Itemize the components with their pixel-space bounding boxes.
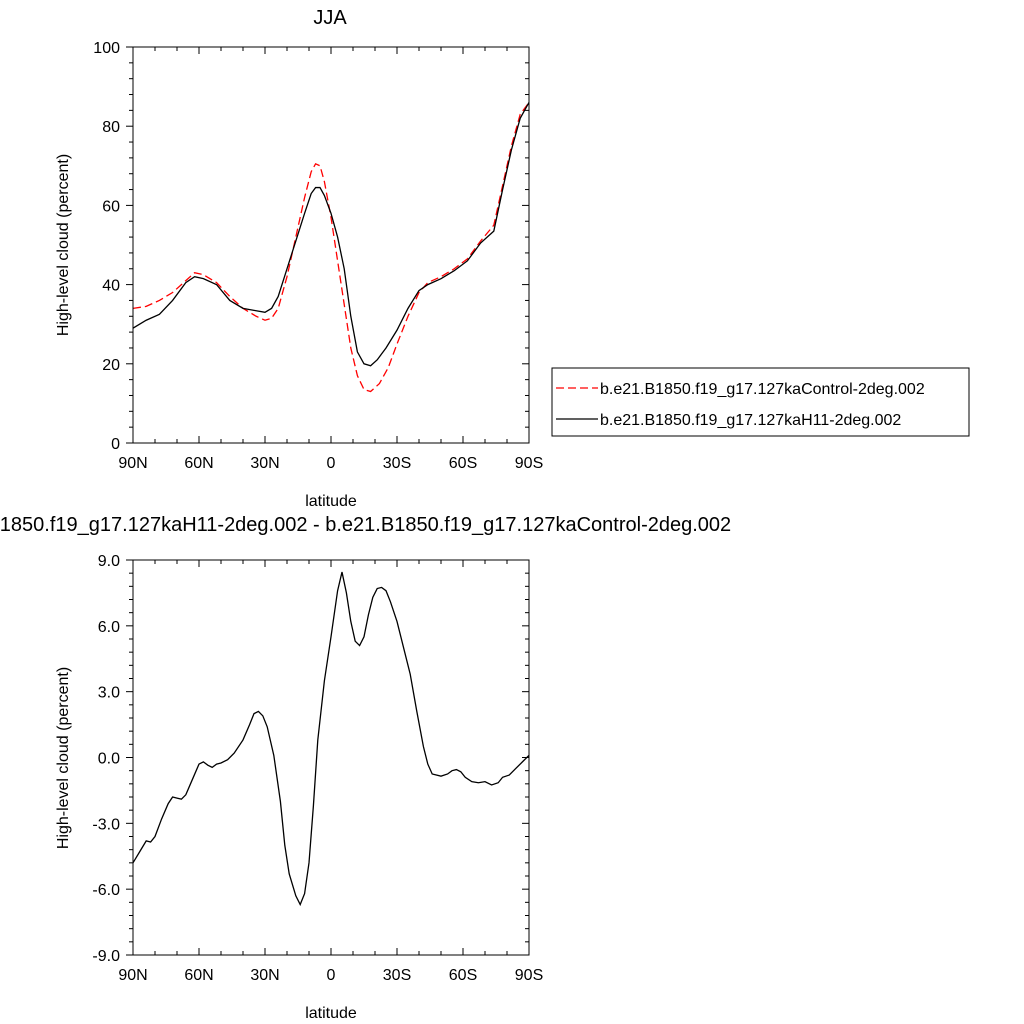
legend-label-h11: b.e21.B1850.f19_g17.127kaH11-2deg.002 — [600, 412, 901, 429]
legend: b.e21.B1850.f19_g17.127kaControl-2deg.00… — [551, 367, 970, 437]
bottom-x-tick-label: 90S — [515, 967, 543, 984]
top-y-tick-label: 80 — [102, 119, 120, 136]
top-chart-xlabel: latitude — [305, 493, 357, 510]
bottom-plot-frame — [132, 559, 530, 956]
bottom-y-tick-label: 0.0 — [98, 751, 120, 768]
bottom-chart-ylabel: High-level cloud (percent) — [55, 667, 72, 849]
bottom-y-tick-label: 6.0 — [98, 619, 120, 636]
top-x-tick-label: 60N — [184, 455, 213, 472]
top-x-tick-label: 90N — [118, 455, 147, 472]
bottom-y-tick-label: -9.0 — [92, 948, 120, 965]
top-y-tick-label: 40 — [102, 278, 120, 295]
top-y-tick-label: 100 — [93, 40, 120, 57]
bottom-y-tick-label: 3.0 — [98, 685, 120, 702]
top-x-tick-label: 90S — [515, 455, 543, 472]
bottom-y-tick-label: -3.0 — [92, 816, 120, 833]
bottom-x-tick-label: 90N — [118, 967, 147, 984]
legend-box — [551, 367, 970, 437]
top-series-control-line — [133, 102, 529, 393]
top-y-tick-label: 0 — [111, 436, 120, 453]
top-y-tick-label: 20 — [102, 357, 120, 374]
top-series-h11-line — [133, 102, 529, 367]
legend-label-control: b.e21.B1850.f19_g17.127kaControl-2deg.00… — [600, 381, 925, 398]
top-x-tick-label: 0 — [327, 455, 336, 472]
top-chart: JJA High-level cloud (percent) latitude … — [55, 7, 970, 510]
bottom-y-tick-label: -6.0 — [92, 882, 120, 899]
bottom-x-tick-label: 60S — [449, 967, 477, 984]
top-chart-title: JJA — [313, 7, 347, 29]
bottom-plot-area: 90N 60N 30N 0 30S 60S 90S -9.0 -6.0 -3.0 0.0 3.0 6.0… — [92, 553, 543, 984]
top-y-tick-label: 60 — [102, 198, 120, 215]
bottom-x-tick-label: 30N — [250, 967, 279, 984]
bottom-x-tick-label: 60N — [184, 967, 213, 984]
top-plot-area: 90N 60N 30N 0 30S 60S 90S 0 20 40 60 80 100 — [93, 40, 543, 472]
bottom-y-tick-label: 9.0 — [98, 553, 120, 570]
top-x-tick-label: 60S — [449, 455, 477, 472]
bottom-series-difference-line — [133, 571, 529, 907]
top-x-tick-label: 30N — [250, 455, 279, 472]
bottom-x-tick-label: 30S — [383, 967, 411, 984]
bottom-chart-title: b.e21.B1850.f19_g17.127kaH11-2deg.002 - … — [0, 514, 731, 536]
bottom-chart: b.e21.B1850.f19_g17.127kaH11-2deg.002 - … — [0, 514, 731, 1022]
bottom-chart-xlabel: latitude — [305, 1005, 357, 1022]
top-x-tick-label: 30S — [383, 455, 411, 472]
top-chart-ylabel: High-level cloud (percent) — [55, 154, 72, 336]
bottom-x-tick-label: 0 — [327, 967, 336, 984]
top-plot-frame — [132, 46, 530, 444]
